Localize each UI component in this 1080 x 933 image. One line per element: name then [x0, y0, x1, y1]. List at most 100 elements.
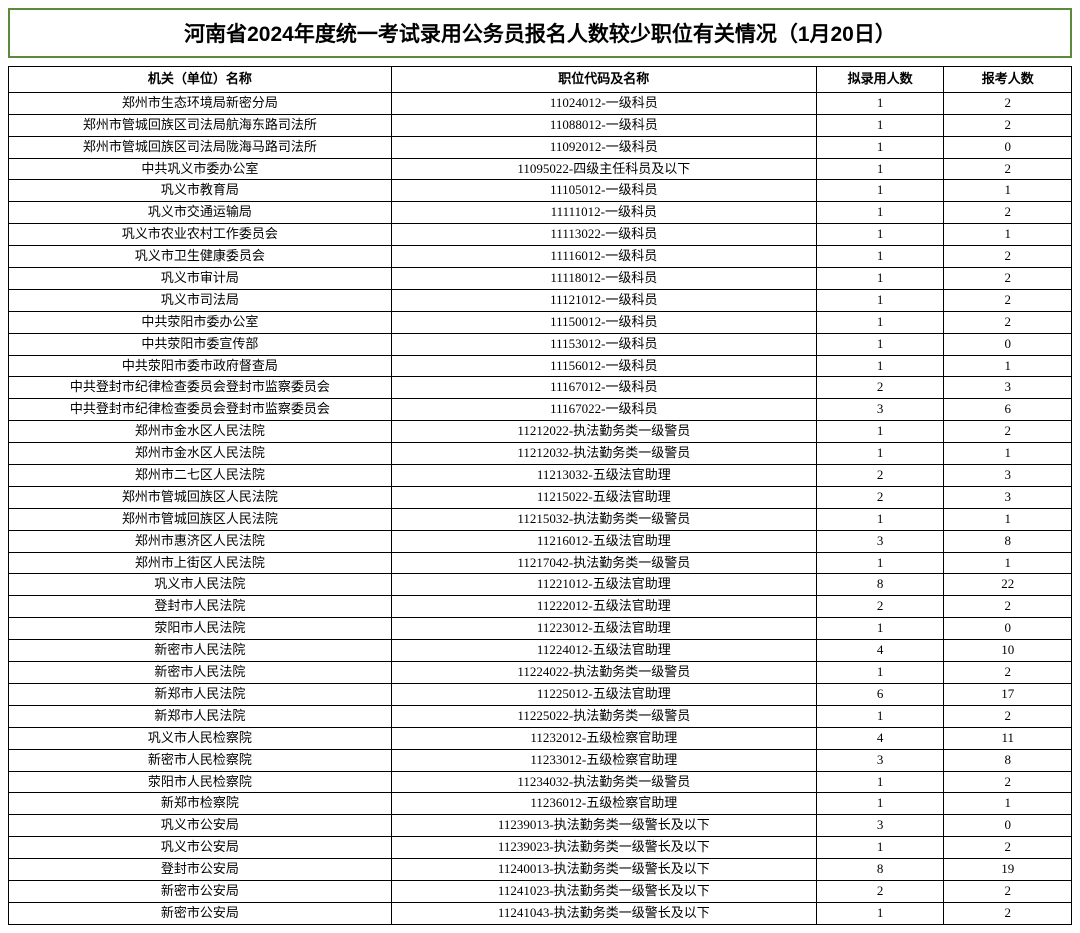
cell-plan: 1: [816, 289, 944, 311]
cell-plan: 1: [816, 311, 944, 333]
cell-apply: 2: [944, 158, 1072, 180]
table-row: 中共巩义市委办公室11095022-四级主任科员及以下12: [9, 158, 1072, 180]
cell-apply: 3: [944, 486, 1072, 508]
cell-org: 新郑市人民法院: [9, 683, 392, 705]
cell-pos: 11223012-五级法官助理: [391, 618, 816, 640]
cell-org: 巩义市交通运输局: [9, 202, 392, 224]
table-row: 郑州市生态环境局新密分局11024012-一级科员12: [9, 92, 1072, 114]
table-row: 新郑市人民法院11225022-执法勤务类一级警员12: [9, 705, 1072, 727]
table-row: 巩义市司法局11121012-一级科员12: [9, 289, 1072, 311]
cell-plan: 1: [816, 246, 944, 268]
cell-org: 中共巩义市委办公室: [9, 158, 392, 180]
cell-org: 登封市人民法院: [9, 596, 392, 618]
table-row: 郑州市管城回族区司法局航海东路司法所11088012-一级科员12: [9, 114, 1072, 136]
cell-pos: 11215022-五级法官助理: [391, 486, 816, 508]
cell-apply: 2: [944, 771, 1072, 793]
table-row: 郑州市管城回族区司法局陇海马路司法所11092012-一级科员10: [9, 136, 1072, 158]
cell-pos: 11095022-四级主任科员及以下: [391, 158, 816, 180]
cell-apply: 22: [944, 574, 1072, 596]
cell-org: 新密市人民法院: [9, 662, 392, 684]
table-row: 巩义市农业农村工作委员会11113022-一级科员11: [9, 224, 1072, 246]
cell-pos: 11232012-五级检察官助理: [391, 727, 816, 749]
table-header-row: 机关（单位）名称 职位代码及名称 拟录用人数 报考人数: [9, 67, 1072, 93]
cell-pos: 11239013-执法勤务类一级警长及以下: [391, 815, 816, 837]
cell-apply: 0: [944, 618, 1072, 640]
cell-plan: 2: [816, 465, 944, 487]
cell-pos: 11092012-一级科员: [391, 136, 816, 158]
cell-apply: 1: [944, 443, 1072, 465]
cell-pos: 11113022-一级科员: [391, 224, 816, 246]
cell-org: 中共登封市纪律检查委员会登封市监察委员会: [9, 377, 392, 399]
table-row: 荥阳市人民法院11223012-五级法官助理10: [9, 618, 1072, 640]
cell-pos: 11212032-执法勤务类一级警员: [391, 443, 816, 465]
cell-org: 巩义市人民检察院: [9, 727, 392, 749]
cell-apply: 2: [944, 596, 1072, 618]
cell-apply: 8: [944, 749, 1072, 771]
cell-apply: 3: [944, 465, 1072, 487]
cell-apply: 0: [944, 136, 1072, 158]
cell-plan: 2: [816, 880, 944, 902]
cell-plan: 1: [816, 552, 944, 574]
cell-plan: 1: [816, 114, 944, 136]
cell-apply: 2: [944, 268, 1072, 290]
cell-apply: 2: [944, 311, 1072, 333]
cell-org: 巩义市卫生健康委员会: [9, 246, 392, 268]
table-row: 巩义市人民法院11221012-五级法官助理822: [9, 574, 1072, 596]
cell-org: 巩义市司法局: [9, 289, 392, 311]
cell-org: 巩义市公安局: [9, 815, 392, 837]
page-title: 河南省2024年度统一考试录用公务员报名人数较少职位有关情况（1月20日）: [8, 8, 1072, 58]
cell-plan: 1: [816, 508, 944, 530]
cell-pos: 11236012-五级检察官助理: [391, 793, 816, 815]
table-row: 郑州市二七区人民法院11213032-五级法官助理23: [9, 465, 1072, 487]
cell-pos: 11222012-五级法官助理: [391, 596, 816, 618]
cell-plan: 1: [816, 180, 944, 202]
table-row: 新密市公安局11241023-执法勤务类一级警长及以下22: [9, 880, 1072, 902]
cell-apply: 2: [944, 92, 1072, 114]
cell-plan: 1: [816, 618, 944, 640]
cell-org: 郑州市生态环境局新密分局: [9, 92, 392, 114]
cell-plan: 8: [816, 574, 944, 596]
cell-org: 中共荥阳市委宣传部: [9, 333, 392, 355]
cell-apply: 1: [944, 224, 1072, 246]
cell-org: 郑州市管城回族区司法局航海东路司法所: [9, 114, 392, 136]
table-row: 巩义市人民检察院11232012-五级检察官助理411: [9, 727, 1072, 749]
table-row: 巩义市教育局11105012-一级科员11: [9, 180, 1072, 202]
table-row: 巩义市审计局11118012-一级科员12: [9, 268, 1072, 290]
cell-apply: 1: [944, 180, 1072, 202]
cell-org: 巩义市公安局: [9, 837, 392, 859]
cell-plan: 3: [816, 749, 944, 771]
table-row: 郑州市管城回族区人民法院11215032-执法勤务类一级警员11: [9, 508, 1072, 530]
cell-plan: 1: [816, 333, 944, 355]
cell-plan: 2: [816, 377, 944, 399]
cell-org: 巩义市农业农村工作委员会: [9, 224, 392, 246]
cell-apply: 1: [944, 355, 1072, 377]
cell-pos: 11118012-一级科员: [391, 268, 816, 290]
cell-apply: 2: [944, 289, 1072, 311]
cell-pos: 11213032-五级法官助理: [391, 465, 816, 487]
cell-plan: 1: [816, 202, 944, 224]
cell-apply: 11: [944, 727, 1072, 749]
cell-plan: 1: [816, 902, 944, 924]
table-row: 登封市公安局11240013-执法勤务类一级警长及以下819: [9, 859, 1072, 881]
cell-org: 荥阳市人民检察院: [9, 771, 392, 793]
table-row: 中共登封市纪律检查委员会登封市监察委员会11167022-一级科员36: [9, 399, 1072, 421]
cell-apply: 3: [944, 377, 1072, 399]
cell-org: 新郑市人民法院: [9, 705, 392, 727]
cell-plan: 1: [816, 355, 944, 377]
cell-apply: 2: [944, 880, 1072, 902]
table-row: 中共荥阳市委市政府督查局11156012-一级科员11: [9, 355, 1072, 377]
cell-pos: 11233012-五级检察官助理: [391, 749, 816, 771]
cell-apply: 1: [944, 552, 1072, 574]
cell-apply: 2: [944, 246, 1072, 268]
cell-plan: 1: [816, 224, 944, 246]
cell-apply: 6: [944, 399, 1072, 421]
cell-pos: 11116012-一级科员: [391, 246, 816, 268]
table-row: 登封市人民法院11222012-五级法官助理22: [9, 596, 1072, 618]
cell-org: 新郑市检察院: [9, 793, 392, 815]
cell-pos: 11239023-执法勤务类一级警长及以下: [391, 837, 816, 859]
cell-plan: 3: [816, 530, 944, 552]
cell-pos: 11111012-一级科员: [391, 202, 816, 224]
cell-apply: 1: [944, 508, 1072, 530]
cell-apply: 2: [944, 114, 1072, 136]
cell-org: 中共登封市纪律检查委员会登封市监察委员会: [9, 399, 392, 421]
